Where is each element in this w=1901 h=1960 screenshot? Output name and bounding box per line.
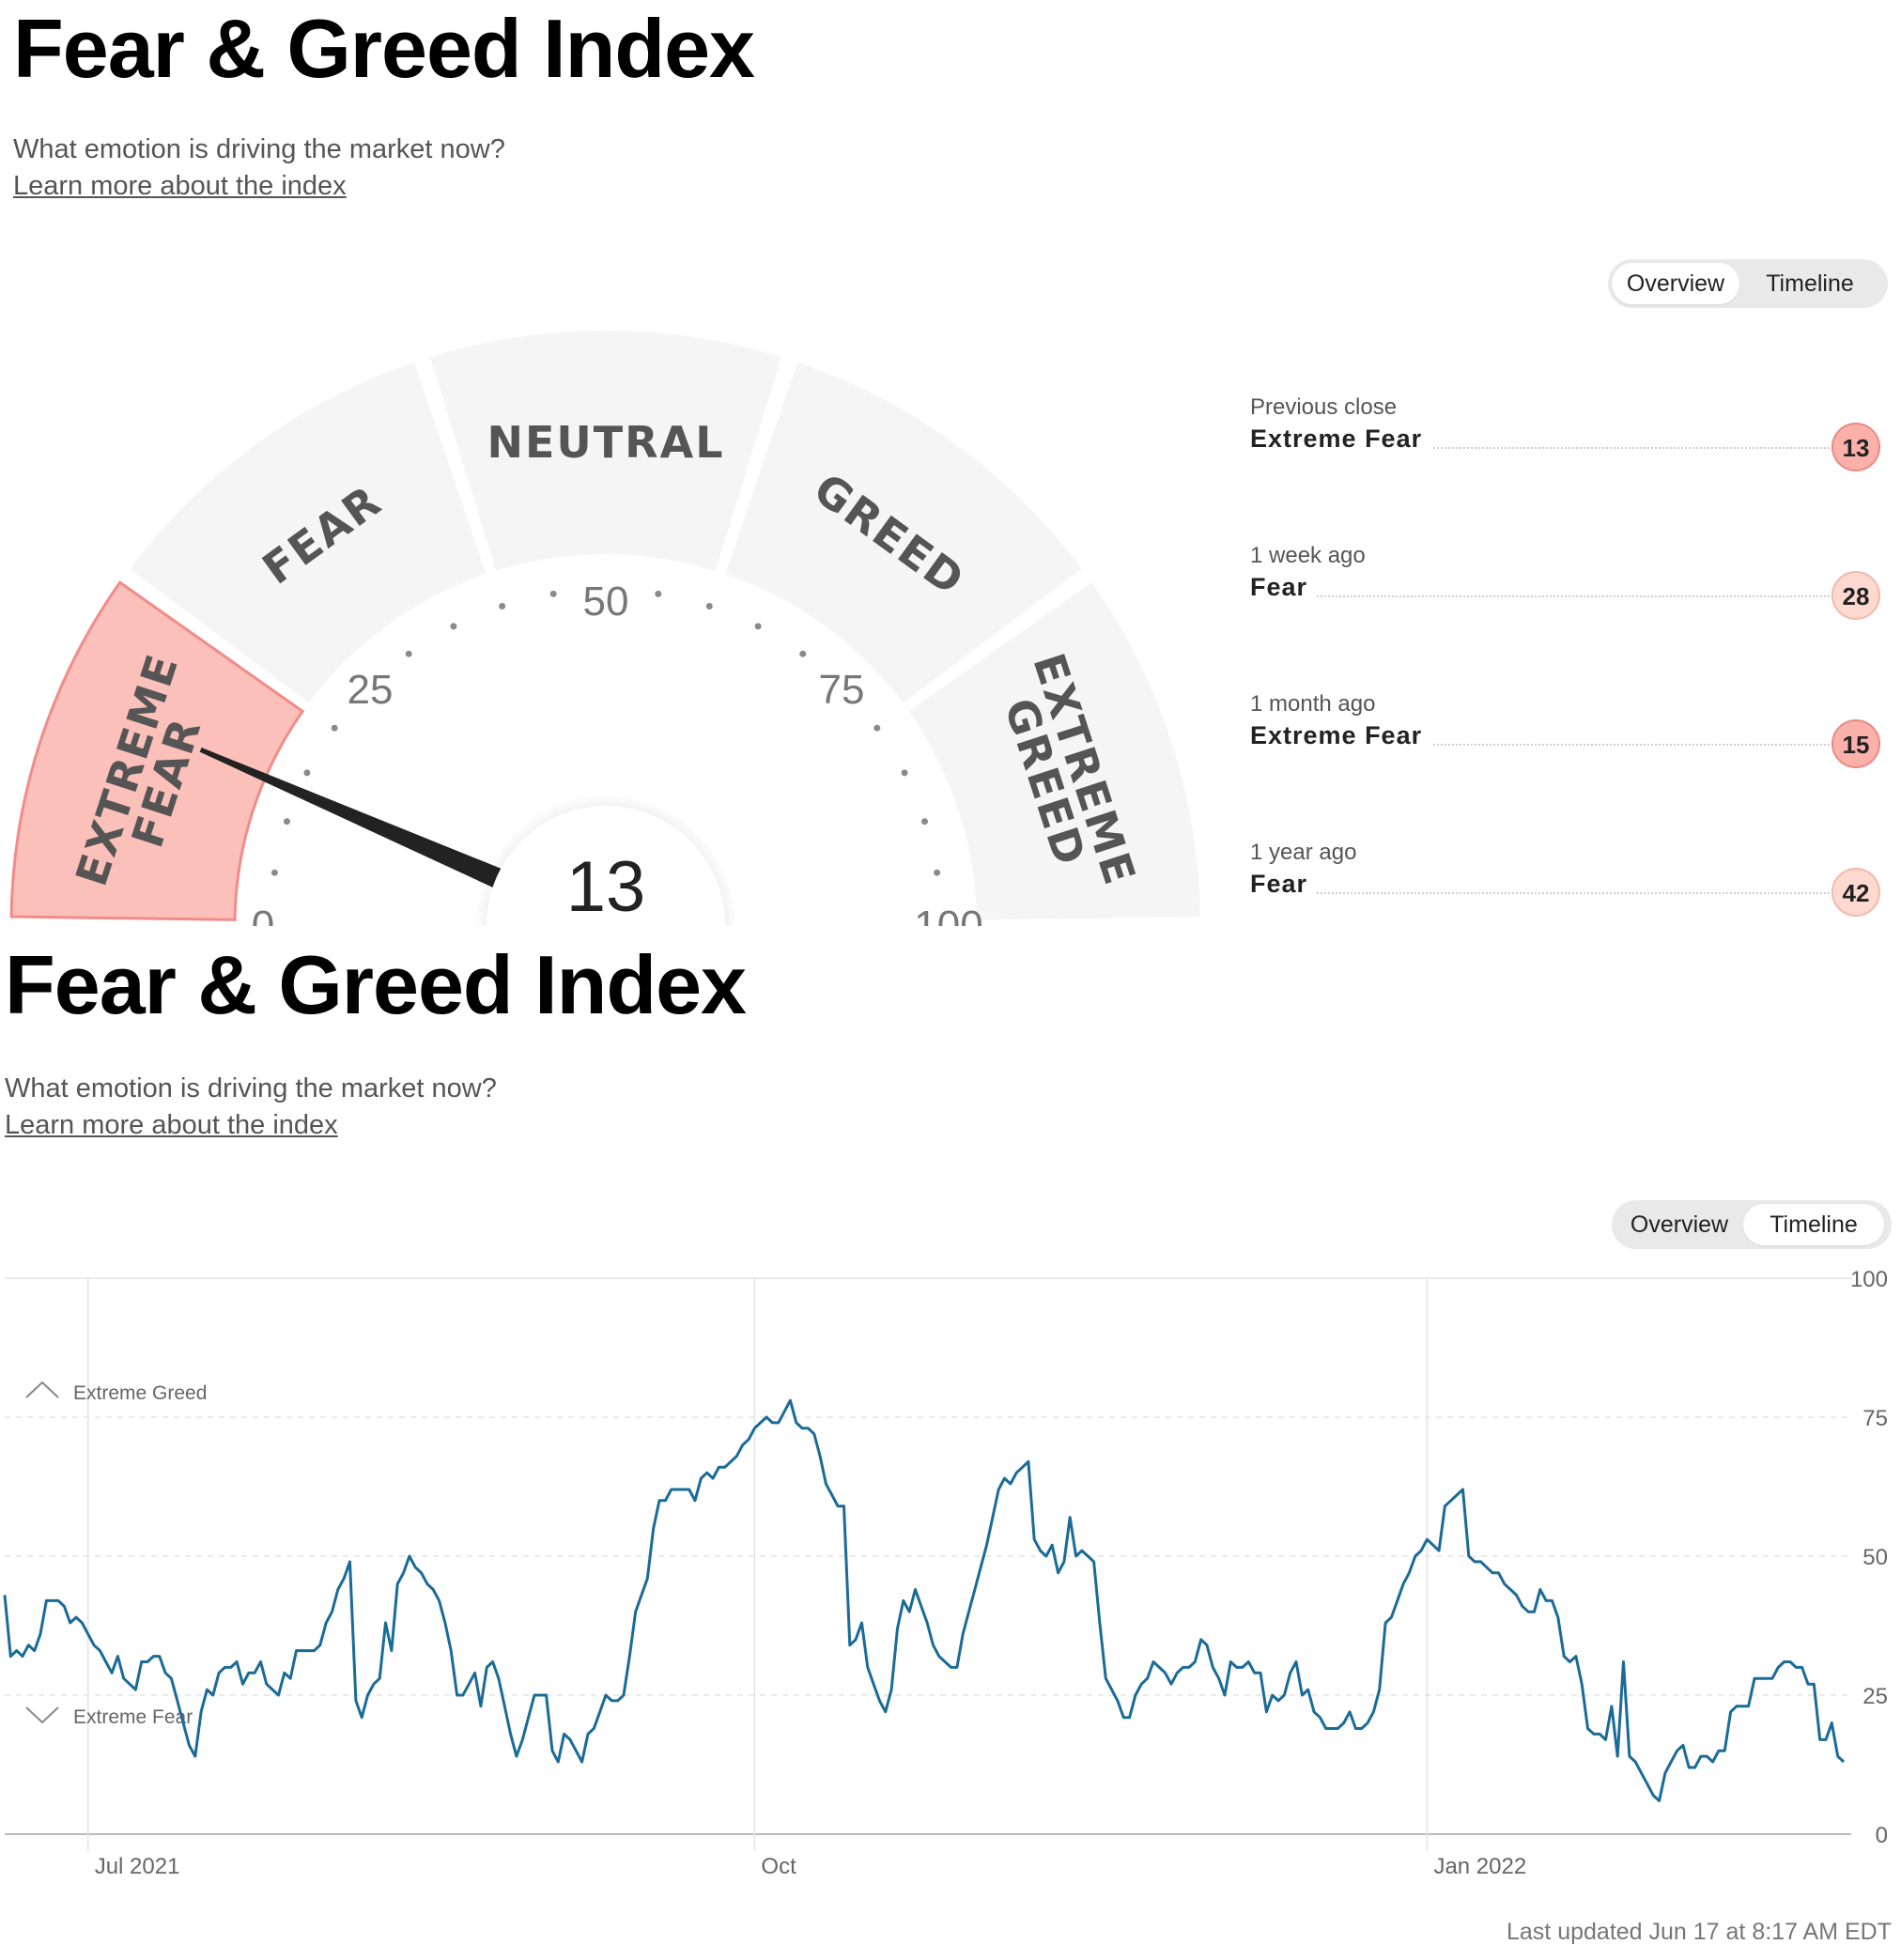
gauge-bands [9,331,1200,921]
history-leader-dots [1250,892,1830,894]
x-tick-label: Oct [761,1854,796,1879]
chevron-up-icon [25,1381,59,1398]
gauge-band-neutral [429,331,782,571]
gauge-tick-label: 25 [348,667,394,713]
gauge-hub [487,806,725,939]
timeline-overview-tab[interactable]: Overview [1630,1211,1729,1238]
gauge-tick-dot [934,869,941,876]
gauge-tick-dot [450,623,457,630]
last-updated: Last updated Jun 17 at 8:17 AM EDT [1507,1919,1892,1945]
gauge-tick-dot [655,590,662,597]
history-label: 1 week ago [1250,543,1366,568]
y-tick-label: 75 [1862,1406,1888,1431]
timeline-learn-more-link[interactable]: Learn more about the index [5,1110,338,1140]
x-tick-label: Jul 2021 [95,1854,180,1879]
gauge-tick-label: 75 [819,667,865,713]
history-label: 1 month ago [1250,691,1376,717]
extreme-fear-label: Extreme Fear [73,1706,193,1728]
gauge-band-greed [725,362,1082,703]
gauge-tick-dot [284,818,290,826]
history-value-badge: 13 [1831,423,1880,471]
x-tick-label: Jan 2022 [1433,1854,1526,1879]
gauge-tick-dot [901,769,908,777]
gauge-tick-dot [754,623,762,630]
y-tick-label: 25 [1862,1684,1888,1709]
gauge-tick-label: 50 [583,579,629,625]
gauge-band-extreme-fear [9,580,305,921]
band-label-neutral: NEUTRAL [487,417,725,468]
gauge-value: 13 [566,847,646,927]
history-value-badge: 28 [1831,571,1880,620]
gauge-tick-dot [331,724,338,732]
y-tick-label: 50 [1862,1545,1888,1570]
timeline-tab[interactable]: Timeline [1766,270,1854,297]
history-status: Fear [1250,573,1318,602]
history-value-badge: 42 [1831,868,1880,917]
gauge-tick-dot [549,590,557,597]
page-title: Fear & Greed Index [13,2,755,95]
extreme-greed-marker: Extreme Greed [25,1381,207,1404]
y-tick-label: 0 [1876,1823,1888,1848]
gauge-tick-dot [303,769,311,777]
gauge-needle [199,748,502,888]
history-leader-dots [1250,744,1830,746]
history-status: Extreme Fear [1250,424,1432,454]
history-leader-dots [1250,447,1830,449]
history-leader-dots [1250,595,1830,597]
chart-y-ticks: 0 25 50 75 100 [1850,1267,1888,1848]
extreme-fear-marker: Extreme Fear [25,1706,193,1728]
chart-grid [5,1277,1851,1851]
history-status: Fear [1250,870,1318,899]
gauge-tick-dots [270,590,941,876]
history-label: Previous close [1250,394,1398,420]
gauge-tick-dot [405,650,412,657]
chevron-down-icon [25,1706,59,1724]
gauge-tick-dot [921,818,928,826]
learn-more-link[interactable]: Learn more about the index [13,171,347,201]
gauge-tick-dot [873,724,881,732]
gauge-band-extreme-greed [908,582,1200,920]
extreme-greed-label: Extreme Greed [73,1382,207,1404]
page-subtitle: What emotion is driving the market now? [13,134,505,164]
view-toggle: Overview Timeline [1608,259,1888,308]
timeline-page-title: Fear & Greed Index [5,938,747,1031]
gauge-tick-dot [499,603,506,610]
gauge-tick-dot [270,869,278,876]
timeline-page-subtitle: What emotion is driving the market now? [5,1073,497,1103]
history-value-badge: 15 [1831,719,1880,768]
gauge-baseline-mask [0,926,1221,939]
gauge-band-fear [130,362,487,703]
timeline-view-toggle: Overview Timeline [1612,1200,1892,1249]
overview-tab[interactable]: Overview [1612,263,1739,304]
timeline-timeline-tab[interactable]: Timeline [1743,1204,1884,1245]
gauge: EXTREMEFEAR FEAR NEUTRAL GREED EXTREMEGR… [0,331,1221,939]
history-label: 1 year ago [1250,840,1357,865]
gauge-tick-dot [705,603,713,610]
index-series-line [3,1398,1846,1802]
y-tick-label: 100 [1850,1267,1888,1292]
history-status: Extreme Fear [1250,721,1432,750]
gauge-tick-dot [799,650,807,657]
